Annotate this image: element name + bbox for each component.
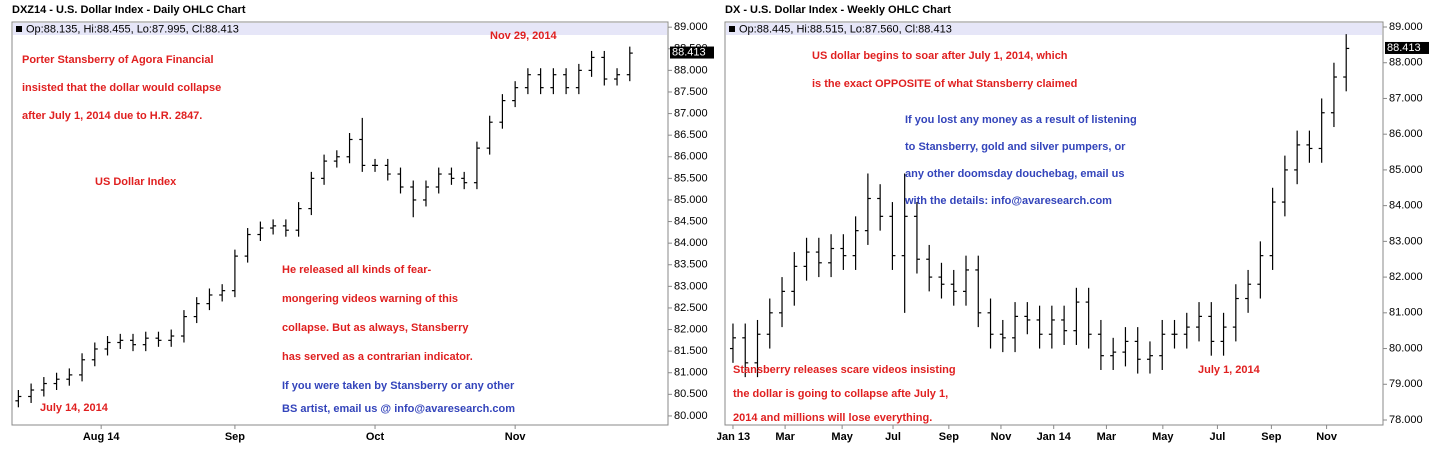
chart-title: DX - U.S. Dollar Index - Weekly OHLC Cha… [725, 4, 951, 16]
y-tick-label: 88.000 [1389, 57, 1423, 69]
annotation: If you were taken by Stansberry or any o… [282, 380, 515, 392]
last-value-label: 88.413 [672, 46, 706, 58]
y-tick-label: 81.000 [674, 367, 708, 379]
annotation: after July 1, 2014 due to H.R. 2847. [22, 110, 202, 122]
daily-chart: DXZ14 - U.S. Dollar Index - Daily OHLC C… [11, 4, 714, 443]
annotation: Stansberry releases scare videos insisti… [733, 364, 956, 376]
x-tick-label: Mar [1097, 431, 1117, 443]
y-tick-label: 81.000 [1389, 307, 1423, 319]
weekly-chart: DX - U.S. Dollar Index - Weekly OHLC Cha… [717, 4, 1429, 443]
y-tick-label: 80.500 [674, 388, 708, 400]
y-tick-label: 86.500 [674, 129, 708, 141]
last-value-box [670, 46, 714, 59]
y-tick-label: 87.000 [1389, 92, 1423, 104]
y-tick-label: 82.500 [674, 302, 708, 314]
legend-text: Op:88.135, Hi:88.455, Lo:87.995, Cl:88.4… [26, 23, 239, 35]
x-tick-label: May [1152, 431, 1174, 443]
x-tick-label: Sep [225, 431, 245, 443]
y-tick-label: 87.000 [674, 107, 708, 119]
y-tick-label: 78.000 [1389, 414, 1423, 426]
legend-swatch [16, 26, 22, 32]
annotation: Nov 29, 2014 [490, 30, 558, 42]
x-tick-label: Oct [366, 431, 385, 443]
annotation: any other doomsday douchebag, email us [905, 168, 1124, 180]
y-tick-label: 85.500 [674, 172, 708, 184]
x-tick-label: Nov [1316, 431, 1338, 443]
x-tick-label: Mar [775, 431, 795, 443]
x-tick-label: Nov [505, 431, 527, 443]
x-tick-label: Sep [939, 431, 959, 443]
annotation: If you lost any money as a result of lis… [905, 114, 1137, 126]
plot-area [724, 21, 1384, 426]
annotation: BS artist, email us @ info@avaresearch.c… [282, 403, 515, 415]
x-tick-label: Jan 14 [1037, 431, 1072, 443]
annotation: He released all kinds of fear- [282, 264, 432, 276]
x-tick-label: Aug 14 [83, 431, 121, 443]
y-tick-label: 89.000 [1389, 21, 1423, 33]
y-tick-label: 79.000 [1389, 378, 1423, 390]
legend-band [726, 23, 1382, 35]
legend-text: Op:88.445, Hi:88.515, Lo:87.560, Cl:88.4… [739, 23, 952, 35]
x-tick-label: Nov [991, 431, 1013, 443]
y-tick-label: 82.000 [674, 323, 708, 335]
annotation: insisted that the dollar would collapse [22, 82, 221, 94]
annotation: 2014 and millions will lose everything. [733, 412, 932, 424]
annotation: US Dollar Index [95, 176, 177, 188]
legend-swatch [729, 26, 735, 32]
last-value-label: 88.413 [1387, 42, 1421, 54]
y-tick-label: 85.000 [1389, 164, 1423, 176]
x-tick-label: Sep [1261, 431, 1281, 443]
annotation: has served as a contrarian indicator. [282, 351, 473, 363]
chart-title: DXZ14 - U.S. Dollar Index - Daily OHLC C… [12, 4, 246, 16]
annotation: Porter Stansberry of Agora Financial [22, 54, 214, 66]
y-tick-label: 81.500 [674, 345, 708, 357]
y-tick-label: 86.000 [1389, 128, 1423, 140]
y-tick-label: 89.000 [674, 21, 708, 33]
annotation: US dollar begins to soar after July 1, 2… [812, 50, 1068, 62]
y-tick-label: 84.500 [674, 215, 708, 227]
annotation: July 1, 2014 [1198, 364, 1261, 376]
y-tick-label: 83.000 [1389, 235, 1423, 247]
last-value-box [1385, 41, 1429, 54]
y-tick-label: 83.500 [674, 259, 708, 271]
annotation: the dollar is going to collapse afte Jul… [733, 388, 948, 400]
annotation: mongering videos warning of this [282, 293, 458, 305]
y-tick-label: 86.000 [674, 151, 708, 163]
annotation: July 14, 2014 [40, 402, 109, 414]
y-tick-label: 88.000 [674, 64, 708, 76]
y-tick-label: 83.000 [674, 280, 708, 292]
plot-area [11, 21, 669, 426]
y-tick-label: 84.000 [674, 237, 708, 249]
y-tick-label: 87.500 [674, 86, 708, 98]
x-tick-label: Jan 13 [717, 431, 750, 443]
x-tick-label: May [831, 431, 853, 443]
y-tick-label: 82.000 [1389, 271, 1423, 283]
annotation: with the details: info@avaresearch.com [904, 195, 1112, 207]
annotation: to Stansberry, gold and silver pumpers, … [905, 141, 1126, 153]
y-tick-label: 84.000 [1389, 200, 1423, 212]
annotation: collapse. But as always, Stansberry [282, 322, 469, 334]
x-tick-label: Jul [885, 431, 901, 443]
y-tick-label: 80.000 [674, 410, 708, 422]
annotation: is the exact OPPOSITE of what Stansberry… [812, 78, 1077, 90]
x-tick-label: Jul [1209, 431, 1225, 443]
legend-band [13, 23, 667, 35]
y-tick-label: 85.000 [674, 194, 708, 206]
y-tick-label: 80.000 [1389, 342, 1423, 354]
